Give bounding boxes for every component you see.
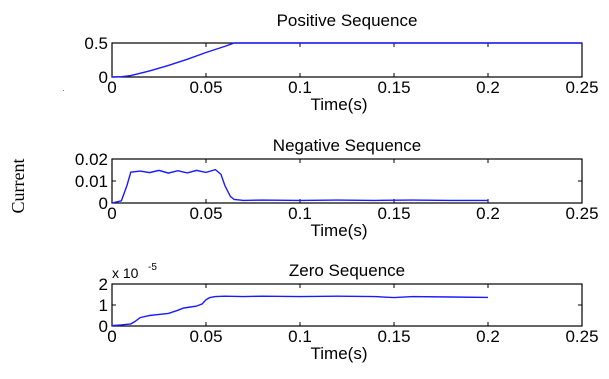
y-tick-label: 1 <box>99 296 108 315</box>
x-tick-label: 0.2 <box>476 204 500 223</box>
x-tick-label: 0.1 <box>288 204 312 223</box>
series-line <box>111 168 488 204</box>
y-tick-label: 0.02 <box>75 150 108 169</box>
series-line <box>111 295 489 327</box>
y-tick-label: 0 <box>99 194 108 213</box>
subplot-2: Negative Sequence 0 0.05 0.1 0.15 0.2 0.25 0 0.0… <box>75 136 599 240</box>
figure-ylabel: Current <box>8 159 28 214</box>
subplot-3: Zero Sequence 0 0.05 0.1 0.15 0.2 0.25 0 1 2 Time(… <box>99 261 599 363</box>
stray-dot: · <box>62 86 65 95</box>
subplot-title: Zero Sequence <box>289 261 405 280</box>
x-tick-label: 0.05 <box>189 327 222 346</box>
x-tick-label: 0.1 <box>288 78 312 97</box>
x-tick-label: 0.1 <box>288 327 312 346</box>
x-tick-label: 0.15 <box>377 78 410 97</box>
x-tick-label: 0.2 <box>476 78 500 97</box>
subplot-panels: Positive Sequence 0 0.05 0.1 0.15 0.2 0.25 0 0.5… <box>75 11 599 363</box>
x-axis-label: Time(s) <box>311 95 368 114</box>
plot-frame <box>111 158 583 204</box>
x-axis-label: Time(s) <box>311 221 368 240</box>
x-tick-label: 0.25 <box>565 78 598 97</box>
x-tick-label: 0 <box>107 78 116 97</box>
x-tick-label: 0.15 <box>377 327 410 346</box>
y-exponent-label: x 10 <box>112 265 139 281</box>
x-axis-label: Time(s) <box>311 344 368 363</box>
y-tick-label: 0 <box>99 68 108 87</box>
y-tick-label: 0 <box>99 317 108 336</box>
subplot-1: Positive Sequence 0 0.05 0.1 0.15 0.2 0.25 0 0.5… <box>84 11 598 114</box>
y-tick-label: 0.5 <box>84 34 108 53</box>
x-tick-label: 0.15 <box>377 204 410 223</box>
y-tick-label: 2 <box>99 275 108 294</box>
series-line <box>111 42 582 78</box>
subplot-title: Positive Sequence <box>277 11 418 30</box>
plot-frame <box>111 283 583 327</box>
x-tick-label: 0.2 <box>476 327 500 346</box>
plot-frame <box>111 42 583 78</box>
x-tick-label: 0.25 <box>565 204 598 223</box>
x-tick-label: 0.05 <box>189 204 222 223</box>
subplot-title: Negative Sequence <box>273 136 421 155</box>
x-tick-label: 0 <box>107 327 116 346</box>
x-tick-label: 0.05 <box>189 78 222 97</box>
y-exponent-power: -5 <box>148 262 157 273</box>
y-tick-label: 0.01 <box>75 172 108 191</box>
x-tick-label: 0.25 <box>565 327 598 346</box>
x-tick-label: 0 <box>107 204 116 223</box>
